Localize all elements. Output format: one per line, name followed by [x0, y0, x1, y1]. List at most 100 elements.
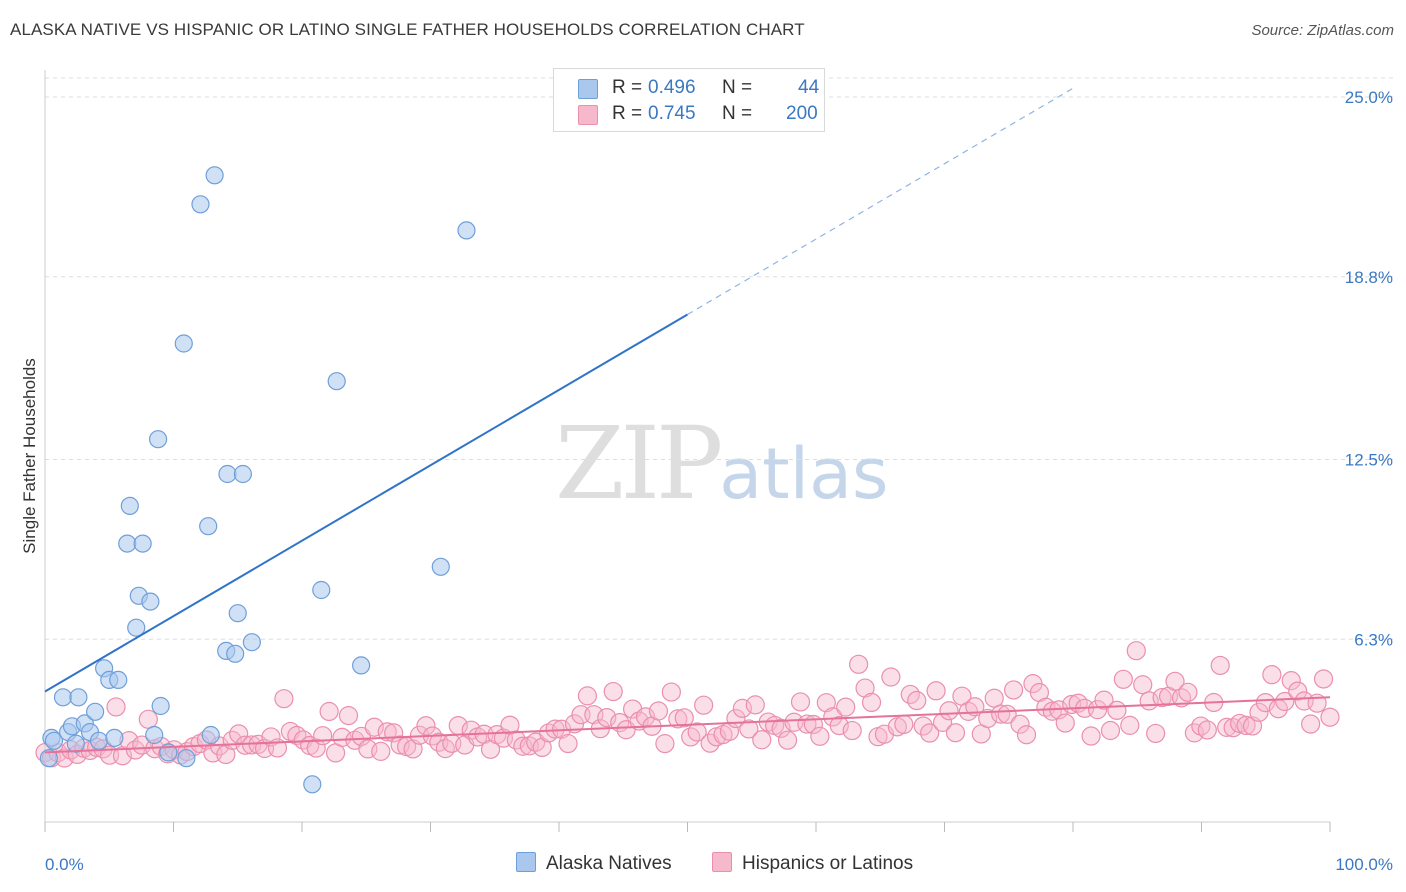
watermark: ZIPatlas — [555, 405, 888, 522]
data-point-alaska — [141, 592, 160, 611]
data-point-hispanic — [661, 682, 681, 702]
bottom-legend-label-hispanic: Hispanics or Latinos — [742, 853, 914, 874]
data-point-hispanic — [849, 654, 869, 674]
data-point-hispanic — [926, 681, 946, 701]
data-point-hispanic — [1152, 687, 1172, 708]
data-point-alaska — [53, 688, 73, 707]
data-point-hispanic — [842, 720, 862, 741]
legend-swatch-blue — [578, 79, 598, 99]
data-point-hispanic — [694, 695, 714, 715]
y-tick-label: 18.8% — [1345, 268, 1393, 287]
data-point-hispanic — [881, 667, 901, 687]
data-point-hispanic — [416, 716, 436, 736]
data-point-hispanic — [603, 681, 623, 702]
y-tick-label: 25.0% — [1345, 88, 1393, 107]
bottom-legend-alaska: Alaska Natives — [516, 852, 672, 875]
data-point-alaska — [233, 464, 252, 484]
data-point-hispanic — [1107, 700, 1127, 720]
data-point-alaska — [174, 334, 193, 353]
data-point-hispanic — [1100, 720, 1121, 741]
data-point-hispanic — [965, 697, 985, 717]
data-point-hispanic — [138, 709, 158, 729]
data-point-hispanic — [836, 697, 856, 717]
data-point-hispanic — [338, 706, 359, 726]
data-point-alaska — [303, 775, 322, 794]
watermark-atlas: atlas — [719, 433, 889, 515]
data-point-alaska — [69, 688, 88, 707]
data-point-hispanic — [1236, 715, 1256, 736]
data-point-alaska — [226, 644, 245, 663]
data-point-hispanic — [1320, 707, 1340, 727]
data-point-hispanic — [1087, 700, 1108, 720]
data-point-alaska — [133, 534, 152, 553]
data-point-hispanic — [1249, 702, 1269, 722]
legend-r-value: 0.745 — [648, 103, 696, 124]
data-point-hispanic — [777, 730, 798, 750]
bottom-legend-swatch-pink — [712, 852, 732, 872]
data-point-alaska — [109, 670, 128, 690]
y-tick-label: 6.3% — [1354, 630, 1393, 649]
legend-n-value: 200 — [786, 103, 818, 124]
data-point-hispanic — [435, 739, 455, 759]
data-point-hispanic — [855, 678, 875, 698]
data-point-alaska — [89, 731, 109, 750]
data-point-hispanic — [894, 714, 914, 735]
data-point-hispanic — [939, 701, 959, 721]
data-point-hispanic — [1003, 680, 1024, 700]
data-point-alaska — [218, 464, 237, 484]
data-point-alaska — [120, 496, 139, 515]
data-point-hispanic — [1301, 714, 1321, 734]
data-point-alaska — [327, 372, 346, 391]
data-point-alaska — [191, 195, 210, 214]
data-point-hispanic — [1210, 655, 1230, 676]
trendline-hispanic — [44, 696, 1331, 754]
data-point-hispanic — [274, 689, 294, 709]
data-point-alaska — [66, 734, 85, 753]
data-point-hispanic — [687, 722, 707, 742]
data-point-alaska — [39, 749, 58, 768]
data-point-hispanic — [558, 733, 578, 754]
data-point-hispanic — [648, 701, 669, 721]
data-point-hispanic — [745, 695, 765, 715]
data-point-hispanic — [229, 724, 249, 744]
data-point-hispanic — [577, 686, 598, 706]
data-point-hispanic — [1081, 726, 1101, 746]
legend-n-label: N = — [722, 103, 753, 124]
data-point-hispanic — [1126, 641, 1146, 661]
data-point-alaska — [127, 618, 146, 637]
data-point-alaska — [352, 656, 371, 675]
data-point-hispanic — [1016, 725, 1037, 745]
legend-swatch-pink — [578, 105, 598, 125]
data-point-hispanic — [526, 732, 546, 752]
trendline-alaska — [44, 313, 689, 693]
data-point-hispanic — [313, 726, 333, 746]
legend-box: R = 0.496 N = 44 R = 0.745 N = 200 — [553, 68, 825, 132]
data-point-alaska — [44, 731, 64, 750]
data-point-hispanic — [1042, 701, 1062, 721]
data-point-hispanic — [106, 697, 126, 717]
x-tick-label: 0.0% — [45, 855, 84, 874]
data-point-hispanic — [545, 719, 565, 739]
data-point-hispanic — [1262, 665, 1282, 685]
data-point-alaska — [148, 430, 168, 449]
data-point-alaska — [205, 166, 224, 185]
data-point-hispanic — [945, 723, 966, 743]
data-point-alaska — [177, 749, 196, 768]
data-point-alaska — [312, 580, 331, 600]
chart-source: Source: ZipAtlas.com — [1251, 22, 1394, 39]
data-point-hispanic — [655, 734, 675, 754]
data-point-hispanic — [1120, 715, 1140, 735]
bottom-legend-label-alaska: Alaska Natives — [546, 853, 672, 874]
watermark-zip: ZIP — [555, 405, 723, 522]
data-point-hispanic — [920, 723, 940, 743]
data-point-hispanic — [306, 738, 326, 758]
data-point-alaska — [431, 557, 450, 576]
data-point-hispanic — [1113, 669, 1133, 689]
data-point-hispanic — [371, 741, 391, 761]
legend-r-label: R = — [612, 77, 643, 98]
data-point-hispanic — [351, 726, 372, 747]
data-point-hispanic — [1094, 690, 1114, 710]
chart-title: ALASKA NATIVE VS HISPANIC OR LATINO SING… — [10, 20, 805, 39]
data-point-alaska — [105, 728, 124, 748]
data-point-hispanic — [1010, 714, 1030, 734]
